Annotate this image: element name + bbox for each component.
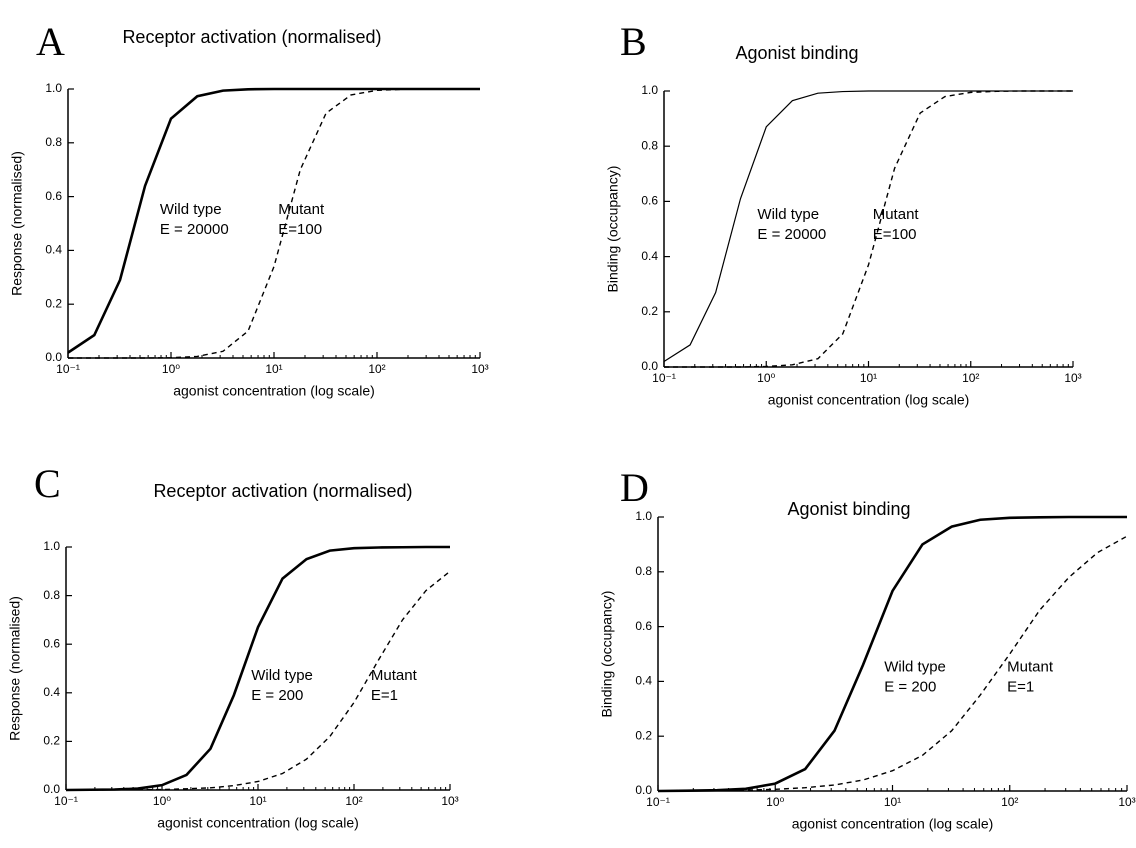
x-tick-label: 10³	[471, 362, 488, 376]
x-tick-label: 10¹	[249, 794, 266, 808]
curve	[658, 535, 1128, 792]
x-tick-label: 10⁻¹	[652, 371, 676, 385]
curve	[65, 545, 450, 792]
y-tick-label: 0.0	[635, 783, 652, 797]
x-axis-label: agonist concentration (log scale)	[173, 383, 375, 399]
x-tick-label: 10²	[1001, 795, 1018, 809]
curve-annotation: E=1	[371, 687, 398, 704]
curve-label: Wild type	[757, 206, 819, 223]
curve	[67, 87, 480, 354]
chart-title: Agonist binding	[787, 499, 910, 519]
y-tick-label: 0.6	[635, 619, 652, 633]
x-tick-label: 10⁰	[162, 362, 180, 376]
x-tick-label: 10³	[441, 794, 458, 808]
y-tick-label: 0.8	[43, 588, 60, 602]
chart-title: Agonist binding	[735, 43, 858, 63]
curve-annotation: E=1	[1007, 679, 1034, 696]
y-tick-label: 0.4	[635, 674, 652, 688]
panel-label: C	[34, 461, 61, 506]
panel-label: A	[36, 19, 65, 64]
curve-annotation: E = 20000	[757, 226, 826, 243]
x-tick-label: 10⁰	[153, 794, 171, 808]
curve-label: Mutant	[1007, 659, 1054, 676]
y-tick-label: 0.6	[641, 194, 658, 208]
y-tick-label: 0.8	[641, 138, 658, 152]
y-tick-label: 0.6	[45, 189, 62, 203]
x-axis-label: agonist concentration (log scale)	[768, 392, 970, 408]
y-tick-label: 0.4	[45, 243, 62, 257]
y-axis-label: Binding (occupancy)	[599, 591, 615, 718]
y-tick-label: 1.0	[45, 81, 62, 95]
y-tick-label: 0.2	[635, 728, 652, 742]
x-tick-label: 10⁰	[757, 371, 775, 385]
panel-label: D	[620, 465, 649, 510]
y-axis-label: Binding (occupancy)	[605, 166, 621, 293]
y-tick-label: 0.2	[43, 734, 60, 748]
curve-label: Mutant	[278, 201, 325, 218]
panel-label: B	[620, 19, 647, 64]
x-axis-label: agonist concentration (log scale)	[792, 816, 994, 832]
curve-annotation: E=100	[278, 221, 322, 238]
x-axis-label: agonist concentration (log scale)	[157, 815, 359, 831]
x-tick-label: 10³	[1064, 371, 1081, 385]
curve-label: Wild type	[884, 659, 946, 676]
chart-title: Receptor activation (normalised)	[122, 27, 381, 47]
y-tick-label: 0.0	[641, 359, 658, 373]
x-tick-label: 10²	[345, 794, 362, 808]
x-tick-label: 10²	[368, 362, 385, 376]
y-tick-label: 0.4	[43, 685, 60, 699]
x-tick-label: 10⁻¹	[646, 795, 670, 809]
y-tick-label: 1.0	[43, 539, 60, 553]
curve-label: Mutant	[873, 206, 920, 223]
y-tick-label: 0.4	[641, 249, 658, 263]
x-tick-label: 10²	[962, 371, 979, 385]
curve-annotation: E = 200	[884, 679, 936, 696]
y-tick-label: 0.2	[641, 304, 658, 318]
x-tick-label: 10⁰	[766, 795, 784, 809]
x-tick-label: 10³	[1118, 795, 1135, 809]
curve	[68, 88, 480, 359]
curve	[664, 90, 1073, 368]
y-tick-label: 0.0	[45, 350, 62, 364]
curve-label: Wild type	[160, 201, 222, 218]
y-tick-label: 0.8	[45, 135, 62, 149]
curve	[657, 515, 1127, 793]
y-tick-label: 0.0	[43, 782, 60, 796]
curve	[663, 90, 1073, 362]
y-tick-label: 1.0	[635, 509, 652, 523]
curve-label: Wild type	[251, 667, 313, 684]
curve-annotation: E=100	[873, 226, 917, 243]
chart-title: Receptor activation (normalised)	[153, 481, 412, 501]
curve-annotation: E = 200	[251, 687, 303, 704]
x-tick-label: 10⁻¹	[54, 794, 78, 808]
y-axis-label: Response (normalised)	[7, 596, 23, 741]
y-tick-label: 1.0	[641, 83, 658, 97]
curve	[66, 570, 451, 791]
x-tick-label: 10¹	[265, 362, 282, 376]
x-tick-label: 10¹	[884, 795, 901, 809]
y-tick-label: 0.8	[635, 564, 652, 578]
x-tick-label: 10⁻¹	[56, 362, 80, 376]
x-tick-label: 10¹	[860, 371, 877, 385]
curve-label: Mutant	[371, 667, 418, 684]
y-tick-label: 0.2	[45, 296, 62, 310]
y-axis-label: Response (normalised)	[9, 151, 25, 296]
curve-annotation: E = 20000	[160, 221, 229, 238]
y-tick-label: 0.6	[43, 636, 60, 650]
